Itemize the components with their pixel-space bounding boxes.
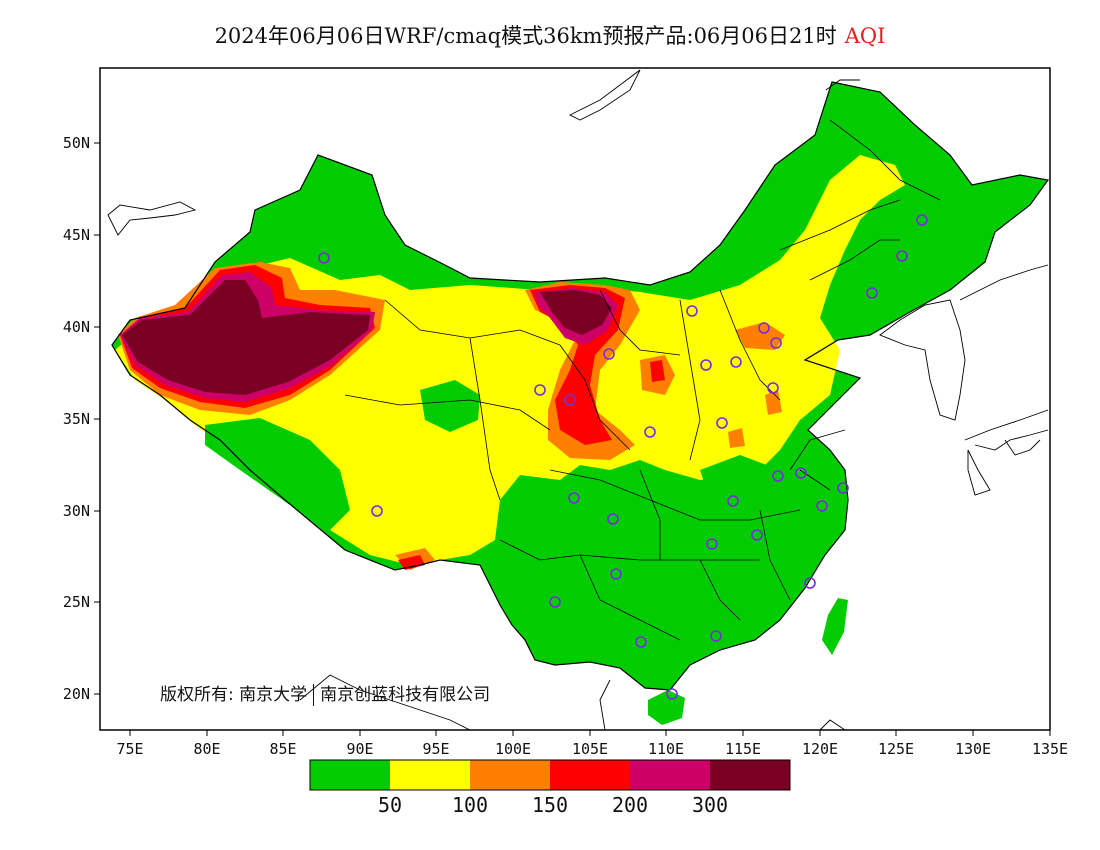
copyright-separator — [313, 684, 315, 706]
station-marker — [866, 287, 878, 299]
station-marker — [371, 505, 383, 517]
station-marker — [727, 495, 739, 507]
legend-label: 300 — [692, 793, 728, 817]
color-legend: 50 100 150 200 300 — [309, 759, 791, 817]
lat-tick-label: 50N — [63, 134, 90, 152]
lat-tick-label: 45N — [63, 226, 90, 244]
green-patch — [420, 380, 480, 432]
legend-swatch — [710, 760, 790, 790]
lon-tick-label: 135E — [1032, 740, 1068, 758]
copyright-notice: 版权所有: 南京大学 南京创蓝科技有限公司 — [160, 680, 490, 706]
region-aqi-unhealthy — [650, 360, 665, 382]
region-aqi-usg — [728, 428, 745, 448]
station-marker — [706, 538, 718, 550]
lat-tick-label: 20N — [63, 685, 90, 703]
lon-tick-label: 85E — [269, 740, 296, 758]
legend-swatch — [470, 760, 550, 790]
station-marker — [716, 417, 728, 429]
station-marker — [896, 250, 908, 262]
lat-tick-label: 30N — [63, 502, 90, 520]
station-marker — [603, 348, 615, 360]
station-marker — [318, 252, 330, 264]
station-marker — [549, 596, 561, 608]
lat-tick-label: 35N — [63, 410, 90, 428]
green-patch — [205, 418, 350, 530]
legend-label: 50 — [378, 793, 402, 817]
station-marker — [816, 500, 828, 512]
region-aqi-usg — [765, 390, 782, 415]
legend-border — [309, 759, 791, 791]
lon-tick-label: 110E — [648, 740, 684, 758]
lon-tick-label: 75E — [116, 740, 143, 758]
lon-axis: 75E 80E 85E 90E 95E 100E 105E 110E 115E … — [116, 730, 1068, 758]
lon-tick-label: 105E — [572, 740, 608, 758]
lon-tick-label: 130E — [955, 740, 991, 758]
station-markers — [318, 214, 928, 700]
station-marker — [564, 394, 576, 406]
station-marker — [730, 356, 742, 368]
map-title: 2024年06月06日WRF/cmaq模式36km预报产品:06月06日21时 A… — [0, 20, 1100, 50]
legend-swatch — [390, 760, 470, 790]
lon-tick-label: 80E — [193, 740, 220, 758]
region-aqi-usg — [735, 322, 785, 350]
station-marker — [568, 492, 580, 504]
station-marker — [610, 568, 622, 580]
region-aqi-hazardous — [122, 280, 370, 395]
country-border — [111, 81, 1050, 691]
legend-label: 200 — [612, 793, 648, 817]
lon-tick-label: 95E — [422, 740, 449, 758]
station-marker — [770, 337, 782, 349]
region-aqi-hazardous — [540, 290, 612, 335]
station-marker — [795, 467, 807, 479]
lat-axis: 50N 45N 40N 35N 30N 25N 20N — [63, 134, 100, 703]
title-text: 2024年06月06日WRF/cmaq模式36km预报产品:06月06日21时 — [214, 24, 837, 48]
region-aqi-unhealthy — [398, 555, 425, 570]
station-marker — [686, 305, 698, 317]
map-frame — [99, 67, 1051, 731]
taiwan-island — [822, 598, 848, 655]
legend-swatch — [310, 760, 390, 790]
station-marker — [804, 577, 816, 589]
lon-tick-label: 100E — [495, 740, 531, 758]
station-marker — [607, 513, 619, 525]
legend-swatch — [630, 760, 710, 790]
station-marker — [635, 636, 647, 648]
station-marker — [758, 322, 770, 334]
map-content — [107, 69, 1050, 730]
lat-tick-label: 40N — [63, 318, 90, 336]
lat-tick-label: 25N — [63, 593, 90, 611]
title-variable: AQI — [844, 24, 886, 48]
lon-tick-label: 125E — [878, 740, 914, 758]
station-marker — [644, 426, 656, 438]
copyright-org1: 南京大学 — [239, 685, 308, 705]
station-marker — [767, 382, 779, 394]
lon-tick-label: 115E — [725, 740, 761, 758]
station-marker — [837, 482, 849, 494]
copyright-owner-label: 版权所有: — [160, 685, 234, 705]
station-marker — [700, 359, 712, 371]
station-marker — [710, 630, 722, 642]
copyright-org2: 南京创蓝科技有限公司 — [320, 685, 491, 705]
lon-tick-label: 120E — [802, 740, 838, 758]
station-marker — [772, 470, 784, 482]
hainan-island — [648, 690, 685, 725]
legend-label: 150 — [532, 793, 568, 817]
station-marker — [666, 688, 678, 700]
neighbor-coastlines — [107, 69, 1049, 730]
legend-label: 100 — [452, 793, 488, 817]
legend-swatch — [550, 760, 630, 790]
province-boundaries — [344, 119, 941, 641]
station-marker — [534, 384, 546, 396]
station-marker — [751, 529, 763, 541]
lon-tick-label: 90E — [346, 740, 373, 758]
station-marker — [916, 214, 928, 226]
